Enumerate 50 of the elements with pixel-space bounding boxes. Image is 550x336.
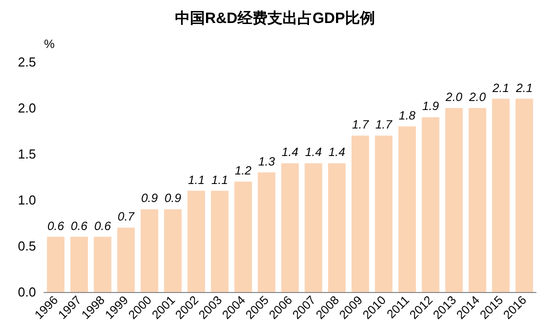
bar	[46, 236, 64, 292]
y-tick-label: 0.0	[18, 284, 36, 300]
y-tick-label: 2.5	[18, 54, 36, 70]
bar	[164, 209, 182, 292]
bar	[352, 136, 370, 292]
bar	[468, 108, 486, 292]
data-label: 1.4	[282, 145, 299, 160]
bar	[492, 98, 510, 292]
bar	[188, 190, 206, 292]
bar	[94, 236, 112, 292]
bar	[70, 236, 88, 292]
bar	[398, 126, 416, 292]
bar	[304, 163, 322, 292]
data-label: 2.0	[444, 90, 463, 104]
bar	[117, 228, 135, 292]
y-tick-label: 1.0	[18, 192, 36, 208]
data-label: 0.6	[94, 218, 112, 233]
data-label: 1.8	[398, 108, 416, 122]
y-tick-label: 0.5	[18, 238, 36, 254]
data-label: 1.3	[258, 154, 276, 168]
bar	[210, 190, 228, 292]
bar	[445, 108, 463, 292]
data-label: 0.6	[70, 218, 88, 233]
chart-title: 中国R&D经费支出占GDP比例	[174, 10, 376, 27]
y-tick-label: 2.0	[18, 100, 36, 116]
bar	[516, 98, 534, 292]
data-label: 1.7	[352, 118, 370, 132]
data-label: 0.7	[118, 210, 136, 224]
bar	[422, 117, 440, 292]
data-label: 1.4	[305, 145, 322, 160]
data-label: 1.4	[328, 145, 346, 160]
data-label: 2.1	[492, 80, 510, 95]
y-tick-label: 1.5	[18, 146, 36, 162]
bar	[258, 172, 276, 292]
data-label: 1.9	[422, 99, 440, 114]
data-label: 2.0	[468, 90, 486, 104]
data-label: 1.1	[211, 172, 228, 187]
data-label: 1.7	[375, 118, 394, 132]
bar	[234, 182, 252, 292]
bar	[281, 163, 299, 292]
bar	[374, 136, 392, 292]
y-axis-title: %	[44, 37, 55, 51]
data-label: 0.9	[164, 191, 182, 206]
data-label: 2.1	[514, 80, 533, 95]
bar	[328, 163, 346, 292]
data-label: 1.1	[188, 172, 205, 187]
data-label: 0.9	[141, 191, 158, 206]
data-label: 1.2	[234, 164, 252, 178]
data-label: 0.6	[47, 218, 64, 233]
bar	[140, 209, 158, 292]
